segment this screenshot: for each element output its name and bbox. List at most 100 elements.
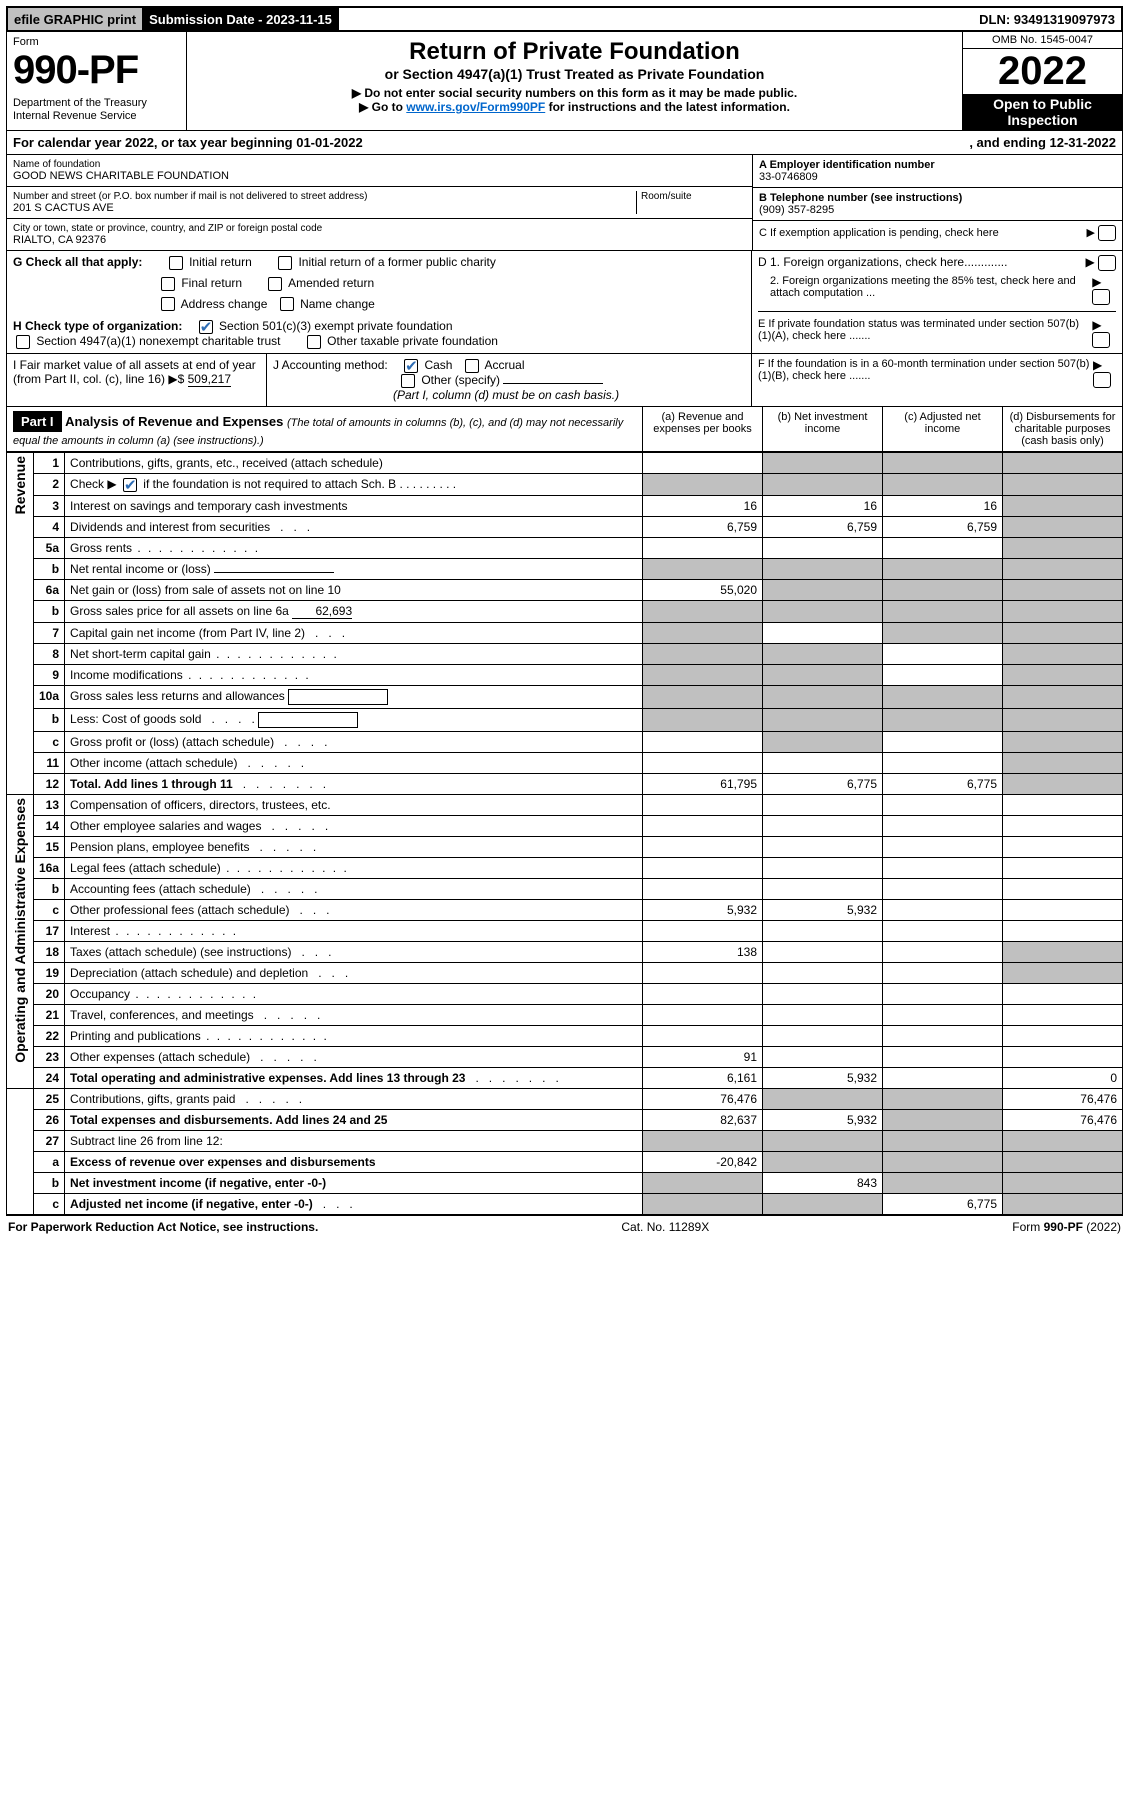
g-label: G Check all that apply:: [13, 255, 142, 269]
address-label: Number and street (or P.O. box number if…: [13, 191, 636, 202]
expense-vertical-label: Operating and Administrative Expenses: [12, 798, 28, 1063]
table-row: cGross profit or (loss) (attach schedule…: [7, 731, 1123, 752]
line-num: 7: [34, 622, 65, 643]
amt-c: 16: [883, 495, 1003, 516]
d2-checkbox[interactable]: [1092, 289, 1110, 305]
table-row: Revenue 1Contributions, gifts, grants, e…: [7, 452, 1123, 473]
line-num: 1: [34, 452, 65, 473]
amt-b: 6,775: [763, 773, 883, 794]
revenue-vertical-label: Revenue: [12, 456, 28, 514]
j-accrual-checkbox[interactable]: [465, 359, 479, 373]
j-cash: Cash: [424, 358, 452, 372]
g-initial-former-checkbox[interactable]: [278, 256, 292, 270]
city-label: City or town, state or province, country…: [13, 223, 746, 234]
sch-b-checkbox[interactable]: [123, 478, 137, 492]
table-row: 3Interest on savings and temporary cash …: [7, 495, 1123, 516]
line-desc: Total. Add lines 1 through 11 . . . . . …: [65, 773, 643, 794]
dln-number: DLN: 93491319097973: [973, 8, 1121, 30]
phone-label: B Telephone number (see instructions): [759, 192, 1116, 204]
line-desc: Contributions, gifts, grants paid . . . …: [65, 1088, 643, 1109]
h-4947-checkbox[interactable]: [16, 335, 30, 349]
instruction-1: ▶ Do not enter social security numbers o…: [197, 86, 952, 100]
g-opt-4: Amended return: [288, 276, 374, 290]
col-a-head: (a) Revenue and expenses per books: [642, 407, 762, 451]
amt-a: 91: [643, 1046, 763, 1067]
line-desc: Other professional fees (attach schedule…: [65, 899, 643, 920]
amt-a: -20,842: [643, 1151, 763, 1172]
table-row: 16aLegal fees (attach schedule): [7, 857, 1123, 878]
room-label: Room/suite: [641, 191, 746, 202]
table-row: 5aGross rents: [7, 537, 1123, 558]
amt-c: 6,775: [883, 1193, 1003, 1214]
amt-a: 82,637: [643, 1109, 763, 1130]
line-num: b: [34, 558, 65, 579]
h-501c3-checkbox[interactable]: [199, 320, 213, 334]
j-other: Other (specify): [421, 373, 500, 387]
amt-a: 61,795: [643, 773, 763, 794]
f-checkbox[interactable]: [1093, 372, 1111, 388]
table-row: cOther professional fees (attach schedul…: [7, 899, 1123, 920]
line-num: 2: [34, 473, 65, 495]
foundation-name-label: Name of foundation: [13, 159, 746, 170]
line-desc: Occupancy: [65, 983, 643, 1004]
h-opt-3: Other taxable private foundation: [327, 334, 498, 348]
d1-checkbox[interactable]: [1098, 255, 1116, 271]
open-to-public: Open to Public Inspection: [963, 94, 1122, 130]
section-i-j-f-row: I Fair market value of all assets at end…: [6, 354, 1123, 407]
calendar-begin: For calendar year 2022, or tax year begi…: [13, 135, 363, 150]
line-num: 11: [34, 752, 65, 773]
part-1-tag: Part I: [13, 411, 62, 432]
table-row: bAccounting fees (attach schedule) . . .…: [7, 878, 1123, 899]
line-num: a: [34, 1151, 65, 1172]
g-final-return-checkbox[interactable]: [161, 277, 175, 291]
g-initial-return-checkbox[interactable]: [169, 256, 183, 270]
table-row: 25Contributions, gifts, grants paid . . …: [7, 1088, 1123, 1109]
instruction-2-post: for instructions and the latest informat…: [545, 100, 790, 114]
amt-d: 76,476: [1003, 1088, 1123, 1109]
d2-label: 2. Foreign organizations meeting the 85%…: [758, 275, 1092, 305]
line-num: 14: [34, 815, 65, 836]
line-desc: Income modifications: [65, 664, 643, 685]
line-num: 22: [34, 1025, 65, 1046]
table-row: 19Depreciation (attach schedule) and dep…: [7, 962, 1123, 983]
efile-print-label[interactable]: efile GRAPHIC print: [8, 8, 143, 30]
line-num: b: [34, 1172, 65, 1193]
line-num: 12: [34, 773, 65, 794]
amt-b: 16: [763, 495, 883, 516]
line-num: 19: [34, 962, 65, 983]
table-row: bGross sales price for all assets on lin…: [7, 600, 1123, 622]
amt-d: 0: [1003, 1067, 1123, 1088]
line-desc: Other employee salaries and wages . . . …: [65, 815, 643, 836]
e-checkbox[interactable]: [1092, 332, 1110, 348]
submission-date: Submission Date - 2023-11-15: [143, 8, 339, 30]
line-num: 24: [34, 1067, 65, 1088]
h-opt-2: Section 4947(a)(1) nonexempt charitable …: [36, 334, 280, 348]
table-row: 22Printing and publications: [7, 1025, 1123, 1046]
amt-a: 76,476: [643, 1088, 763, 1109]
amt-b: 6,759: [763, 516, 883, 537]
line-desc: Legal fees (attach schedule): [65, 857, 643, 878]
line-desc: Contributions, gifts, grants, etc., rece…: [65, 452, 643, 473]
g-name-change-checkbox[interactable]: [280, 297, 294, 311]
table-row: cAdjusted net income (if negative, enter…: [7, 1193, 1123, 1214]
line-num: b: [34, 600, 65, 622]
amt-a: 5,932: [643, 899, 763, 920]
c-checkbox[interactable]: [1098, 225, 1116, 241]
line-num: 9: [34, 664, 65, 685]
line-num: 18: [34, 941, 65, 962]
line-desc: Interest on savings and temporary cash i…: [65, 495, 643, 516]
line-num: 25: [34, 1088, 65, 1109]
j-label: J Accounting method:: [273, 358, 388, 372]
h-other-checkbox[interactable]: [307, 335, 321, 349]
irs-link[interactable]: www.irs.gov/Form990PF: [406, 100, 545, 114]
col-b-head: (b) Net investment income: [762, 407, 882, 451]
j-other-checkbox[interactable]: [401, 374, 415, 388]
j-cash-checkbox[interactable]: [404, 359, 418, 373]
form-subtitle: or Section 4947(a)(1) Trust Treated as P…: [197, 66, 952, 82]
g-amended-checkbox[interactable]: [268, 277, 282, 291]
g-address-change-checkbox[interactable]: [161, 297, 175, 311]
table-row: 23Other expenses (attach schedule) . . .…: [7, 1046, 1123, 1067]
h-label: H Check type of organization:: [13, 319, 182, 333]
table-row: 27Subtract line 26 from line 12:: [7, 1130, 1123, 1151]
line-num: 23: [34, 1046, 65, 1067]
